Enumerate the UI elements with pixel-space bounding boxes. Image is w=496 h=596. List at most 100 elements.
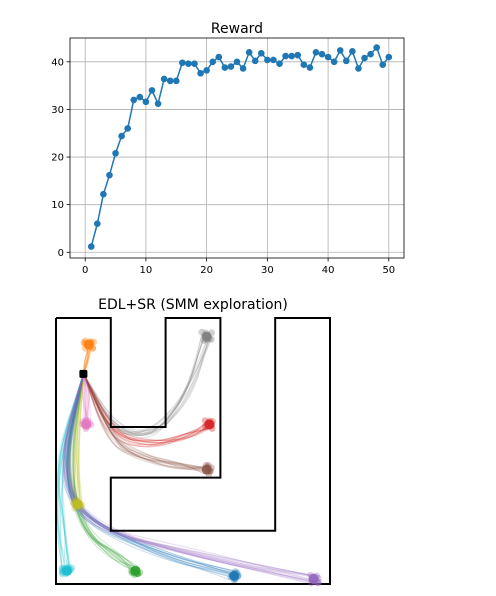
- trajectory-8-13: [67, 373, 230, 581]
- trajectory-7-6: [70, 373, 139, 573]
- trajectory-9-11: [70, 373, 310, 576]
- maze-walls: [55, 317, 331, 585]
- trajectory-2-8: [82, 373, 213, 446]
- trajectory-7-11: [68, 373, 139, 572]
- trajectory-7-9: [66, 373, 136, 567]
- trajectory-6-1: [55, 373, 84, 570]
- trajectory-1-1: [82, 332, 203, 433]
- y-tick-label-0: 0: [58, 248, 64, 259]
- endpoint-6: [61, 565, 72, 576]
- reward-point-14: [166, 77, 174, 85]
- trajectory-2-5: [82, 373, 207, 448]
- reward-series-line: [90, 46, 390, 247]
- trajectory-8-6: [62, 373, 231, 573]
- endpoint-1: [201, 331, 212, 342]
- trajectory-2-10: [82, 373, 212, 441]
- trajectory-7-7: [72, 373, 140, 570]
- maze-start: [79, 369, 88, 378]
- reward-point-42: [336, 47, 344, 54]
- trajectory-8-4: [65, 373, 233, 578]
- trajectory-1-13: [82, 335, 205, 436]
- trajectory-3-8: [82, 373, 206, 472]
- reward-point-32: [276, 60, 283, 68]
- start-marker: [79, 369, 88, 378]
- trajectory-8-8: [66, 373, 231, 578]
- trajectory-1-12: [82, 331, 211, 435]
- reward-point-2: [94, 220, 101, 228]
- trajectory-3-7: [82, 373, 208, 469]
- trajectory-6-5: [58, 373, 84, 568]
- reward-point-6: [118, 132, 125, 140]
- reward-point-9: [136, 93, 144, 101]
- reward-point-4: [106, 171, 113, 179]
- endpoint-0: [83, 339, 94, 350]
- trajectory-8-2: [68, 373, 239, 578]
- reward-point-47: [367, 50, 374, 58]
- reward-series-points: [87, 44, 393, 250]
- endpoint-8: [229, 571, 240, 582]
- reward-grid: [70, 38, 404, 258]
- reward-point-19: [197, 69, 204, 77]
- trajectory-8-12: [66, 373, 237, 574]
- trajectory-2-2: [82, 373, 214, 446]
- trajectory-2-0: [82, 373, 212, 442]
- trajectory-3-2: [82, 373, 211, 469]
- reward-point-35: [294, 51, 302, 59]
- reward-line: [90, 46, 390, 247]
- trajectory-2-4: [82, 373, 214, 442]
- reward-plot-frame: [69, 37, 405, 259]
- reward-point-11: [148, 87, 156, 94]
- reward-point-22: [215, 53, 223, 61]
- y-tick-label-4: 40: [51, 57, 64, 68]
- endpoint-9: [308, 573, 319, 584]
- trajectory-7-5: [72, 373, 138, 574]
- reward-point-5: [112, 149, 119, 157]
- reward-point-44: [349, 48, 356, 55]
- trajectory-8-10: [65, 373, 235, 572]
- reward-point-40: [324, 53, 332, 61]
- trajectory-7-0: [67, 373, 137, 576]
- trajectory-6-6: [57, 373, 84, 568]
- trajectory-3-10: [82, 373, 208, 470]
- reward-chart-title: Reward: [211, 21, 263, 37]
- trajectory-9-1: [68, 373, 314, 576]
- reward-point-37: [306, 64, 314, 71]
- trajectory-3-12: [82, 373, 210, 470]
- reward-point-39: [318, 50, 326, 58]
- trajectory-3-13: [82, 373, 206, 475]
- trajectory-1-7: [82, 336, 209, 436]
- trajectory-7-3: [67, 373, 138, 568]
- maze-chart-title: EDL+SR (SMM exploration): [98, 297, 288, 313]
- reward-point-15: [172, 77, 180, 85]
- trajectory-3-4: [82, 373, 203, 473]
- trajectory-6-2: [59, 373, 84, 573]
- trajectory-1-11: [82, 336, 205, 436]
- reward-point-26: [239, 65, 247, 72]
- reward-point-45: [355, 65, 362, 72]
- reward-point-1: [87, 243, 95, 250]
- x-tick-label-5: 50: [382, 265, 395, 276]
- trajectory-6-10: [56, 373, 84, 571]
- reward-point-13: [160, 75, 168, 83]
- trajectory-8-1: [61, 373, 239, 573]
- x-tick-label-2: 20: [200, 265, 213, 276]
- y-tick-label-3: 30: [51, 105, 64, 116]
- trajectory-7-1: [68, 373, 139, 567]
- reward-ticks: 0 10 20 30 40 50 0 10 20 30 40: [51, 57, 395, 276]
- reward-chart: Reward 0 10 20 30 40 50 0 10 20 30 40: [51, 21, 405, 276]
- trajectory-7-8: [67, 373, 139, 575]
- trajectory-6-3: [58, 373, 84, 570]
- trajectory-6-11: [56, 373, 84, 568]
- reward-point-3: [100, 190, 107, 198]
- endpoint-4: [81, 419, 92, 430]
- reward-point-43: [343, 57, 350, 65]
- trajectory-2-3: [82, 373, 212, 444]
- reward-point-38: [312, 48, 320, 56]
- reward-point-10: [142, 98, 150, 106]
- trajectory-2-1: [82, 373, 209, 441]
- reward-point-33: [282, 52, 289, 60]
- trajectory-6-7: [56, 373, 84, 571]
- reward-point-25: [233, 58, 241, 66]
- trajectory-2-6: [82, 373, 213, 448]
